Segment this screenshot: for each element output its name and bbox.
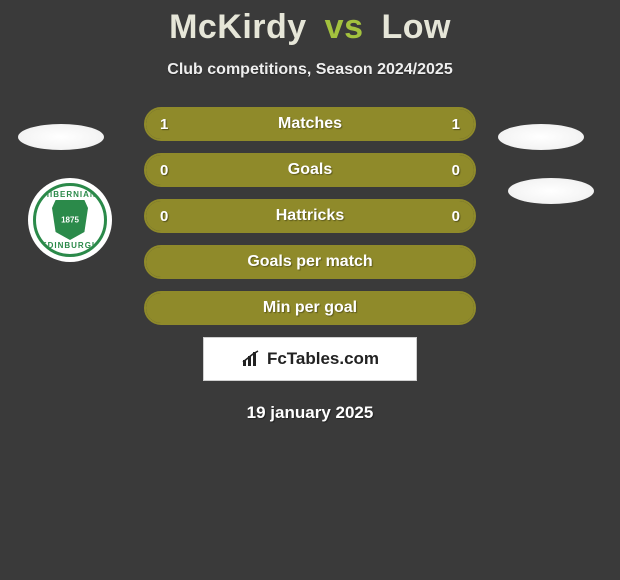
stat-row-goals-per-match: Goals per match: [144, 245, 476, 279]
stat-row-goals: 0 0 Goals: [144, 153, 476, 187]
snapshot-date: 19 january 2025: [0, 403, 620, 423]
club-year: 1875: [61, 216, 79, 225]
player2-club-placeholder: [508, 178, 594, 204]
player2-badge-placeholder: [498, 124, 584, 150]
stat-value-right: 1: [452, 116, 460, 133]
stat-label: Min per goal: [263, 299, 357, 317]
stat-value-right: 0: [452, 162, 460, 179]
stat-label: Hattricks: [276, 207, 344, 225]
stat-row-min-per-goal: Min per goal: [144, 291, 476, 325]
brand-box[interactable]: FcTables.com: [203, 337, 417, 381]
stat-row-hattricks: 0 0 Hattricks: [144, 199, 476, 233]
stat-label: Goals per match: [247, 253, 372, 271]
stat-value-left: 0: [160, 162, 168, 179]
club-name-top: HIBERNIAN: [36, 190, 104, 199]
bar-chart-icon: [241, 350, 263, 368]
stat-value-left: 0: [160, 208, 168, 225]
player1-name: McKirdy: [169, 8, 307, 46]
club-logo-inner: HIBERNIAN 1875 EDINBURGH: [33, 183, 107, 257]
stat-value-left: 1: [160, 116, 168, 133]
stat-value-right: 0: [452, 208, 460, 225]
brand-text: FcTables.com: [267, 349, 379, 369]
vs-text: vs: [325, 8, 364, 46]
stat-row-matches: 1 1 Matches: [144, 107, 476, 141]
club-name-bottom: EDINBURGH: [36, 241, 104, 250]
stat-label: Goals: [288, 161, 332, 179]
stat-label: Matches: [278, 115, 342, 133]
player1-badge-placeholder: [18, 124, 104, 150]
comparison-title: McKirdy vs Low: [0, 0, 620, 47]
subtitle: Club competitions, Season 2024/2025: [0, 61, 620, 79]
player2-name: Low: [381, 8, 450, 46]
player1-club-logo: HIBERNIAN 1875 EDINBURGH: [28, 178, 112, 262]
